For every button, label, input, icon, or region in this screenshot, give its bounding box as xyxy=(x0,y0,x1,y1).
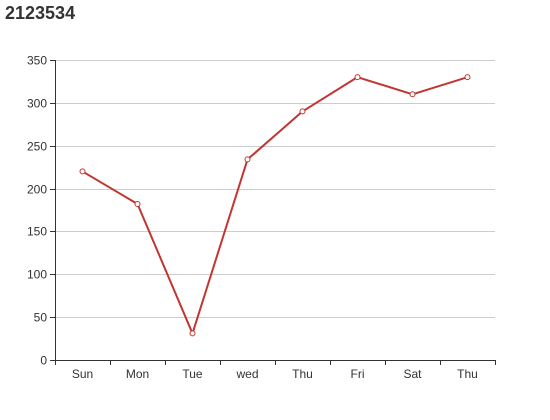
data-point xyxy=(79,168,86,175)
y-tick-label: 50 xyxy=(34,311,48,325)
x-tick-label: Thu xyxy=(457,367,478,381)
x-tick-label: Fri xyxy=(351,367,365,381)
series xyxy=(79,74,471,337)
data-point xyxy=(464,74,471,81)
data-point xyxy=(409,91,416,98)
y-tick-label: 0 xyxy=(40,354,47,368)
y-tick-label: 250 xyxy=(27,140,47,154)
y-tick-label: 100 xyxy=(27,268,47,282)
x-tick-label: Sat xyxy=(403,367,422,381)
chart-title: 2123534 xyxy=(5,3,76,23)
y-tick-label: 350 xyxy=(27,54,47,68)
y-tick-label: 300 xyxy=(27,97,47,111)
series-line xyxy=(81,76,468,335)
x-tick-label: Tue xyxy=(182,367,203,381)
x-tick-label: wed xyxy=(235,367,258,381)
y-tick-label: 150 xyxy=(27,225,47,239)
x-tick-label: Mon xyxy=(126,367,149,381)
data-point xyxy=(134,201,141,207)
x-tick-label: Sun xyxy=(72,367,93,381)
y-tick-label: 200 xyxy=(27,183,47,197)
axes: 0 50 100 150 200 250 300 350 Sun Mon Tue wed Thu Fri S… xyxy=(27,54,496,381)
data-point xyxy=(354,74,361,81)
data-point xyxy=(244,156,251,163)
grid-lines xyxy=(55,60,495,318)
data-point xyxy=(189,330,196,337)
x-tick-label: Thu xyxy=(292,367,313,381)
data-point xyxy=(299,108,306,115)
